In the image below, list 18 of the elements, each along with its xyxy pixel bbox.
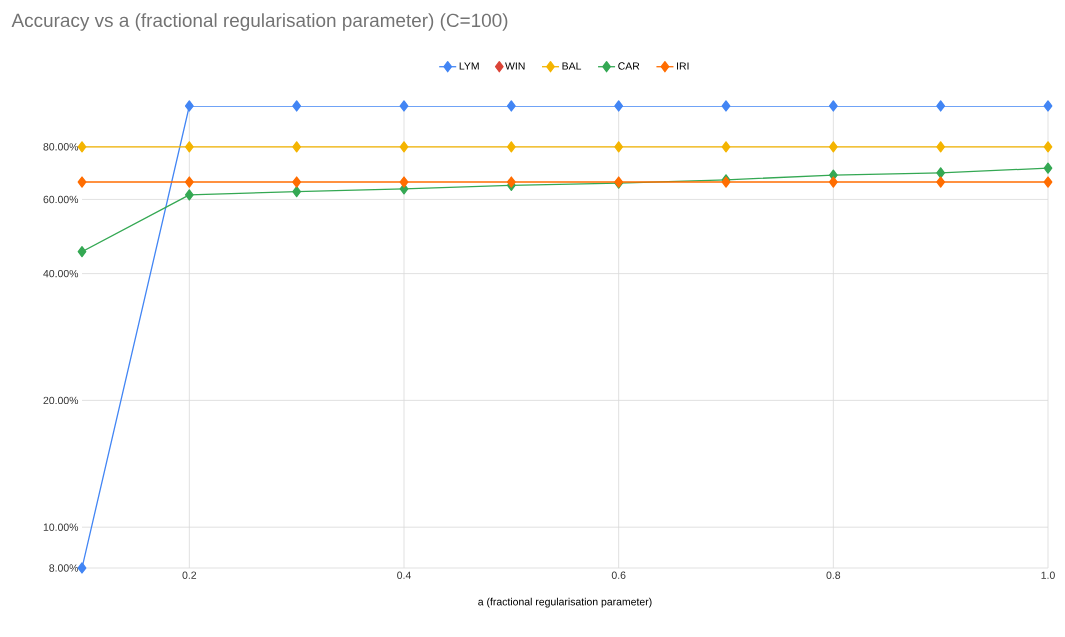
legend-label: BAL xyxy=(562,62,582,70)
x-tick-label: 0.8 xyxy=(826,571,841,579)
y-tick-label: 60.00% xyxy=(43,195,79,204)
chart-title: Accuracy vs a (fractional regularisation parameter) (C=100) xyxy=(11,13,508,31)
y-tick-label: 20.00% xyxy=(43,396,79,405)
x-axis-title: a (fractional regularisation parameter) xyxy=(478,597,652,608)
x-tick-label: 0.4 xyxy=(397,571,411,579)
y-tick-label: 10.00% xyxy=(43,523,79,531)
x-tick-label: 1.0 xyxy=(1041,571,1055,579)
y-tick-label: 80.00% xyxy=(43,143,79,151)
y-tick-label: 40.00% xyxy=(43,269,79,278)
legend-label: WIN xyxy=(505,62,525,70)
legend-label: IRI xyxy=(677,62,689,70)
x-tick-label: 0.6 xyxy=(611,571,626,579)
legend-label: CAR xyxy=(618,62,640,70)
legend-label: LYM xyxy=(459,62,479,70)
x-tick-label: 0.2 xyxy=(182,571,197,579)
y-tick-label: 8.00% xyxy=(49,564,79,572)
